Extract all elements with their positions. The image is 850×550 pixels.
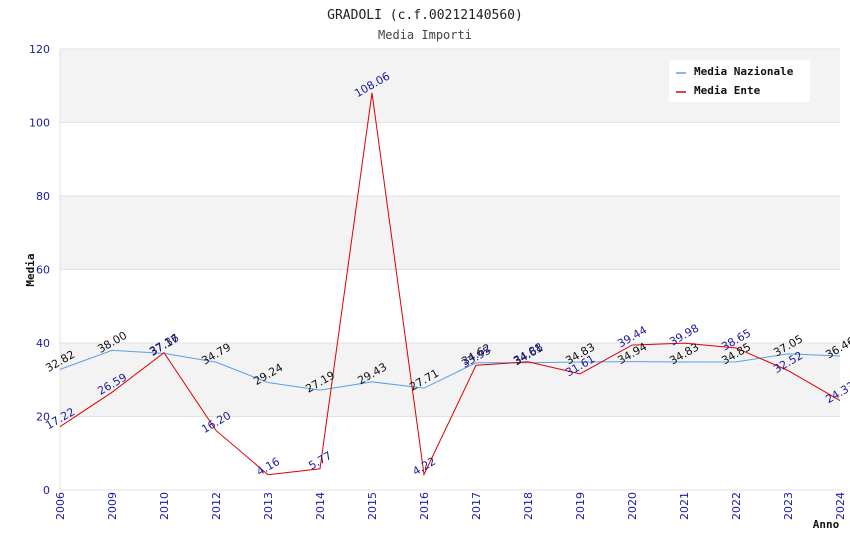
x-tick-label: 2022 [730, 492, 743, 520]
x-tick-label: 2012 [210, 492, 223, 520]
x-tick-label: 2010 [158, 492, 171, 520]
x-tick-label: 2006 [54, 492, 67, 520]
x-tick-label: 2018 [522, 492, 535, 520]
legend-box [669, 60, 810, 102]
y-tick-label: 100 [29, 117, 50, 130]
y-axis-label: Media [24, 253, 37, 286]
x-tick-label: 2020 [626, 492, 639, 520]
x-tick-label: 2016 [418, 492, 431, 520]
x-tick-label: 2013 [262, 492, 275, 520]
x-tick-label: 2024 [834, 492, 847, 520]
y-tick-label: 20 [36, 411, 50, 424]
series-lines [59, 92, 841, 477]
plot-band [60, 196, 840, 270]
x-tick-label: 2015 [366, 492, 379, 520]
plot-band [60, 416, 840, 490]
legend-label-nazionale: Media Nazionale [694, 65, 794, 78]
plot-band [60, 122, 840, 196]
x-tick-label: 2021 [678, 492, 691, 520]
legend-label-ente: Media Ente [694, 84, 761, 97]
x-tick-label: 2019 [574, 492, 587, 520]
x-tick-label: 2017 [470, 492, 483, 520]
plot-background [59, 48, 840, 491]
y-tick-label: 0 [43, 484, 50, 497]
y-tick-label: 40 [36, 337, 50, 350]
legend: Media Nazionale Media Ente [669, 60, 810, 102]
series-line-ente [59, 92, 841, 477]
chart-subtitle: Media Importi [378, 28, 472, 42]
plot-band [60, 269, 840, 343]
chart-title: GRADOLI (c.f.00212140560) [327, 8, 523, 23]
y-tick-label: 60 [36, 264, 50, 277]
x-tick-label: 2014 [314, 492, 327, 520]
plot-band [60, 343, 840, 417]
y-axis-ticks: 0 20 40 60 80 100 120 [29, 43, 50, 497]
y-tick-label: 120 [29, 43, 50, 56]
x-axis-label: Anno [813, 518, 840, 531]
x-tick-label: 2023 [782, 492, 795, 520]
y-tick-label: 80 [36, 190, 50, 203]
x-tick-label: 2009 [106, 492, 119, 520]
x-axis-ticks: 2006 2009 2010 2012 2013 2014 2015 2016 2017 2018… [54, 492, 847, 520]
series-line-nazionale [59, 349, 841, 391]
